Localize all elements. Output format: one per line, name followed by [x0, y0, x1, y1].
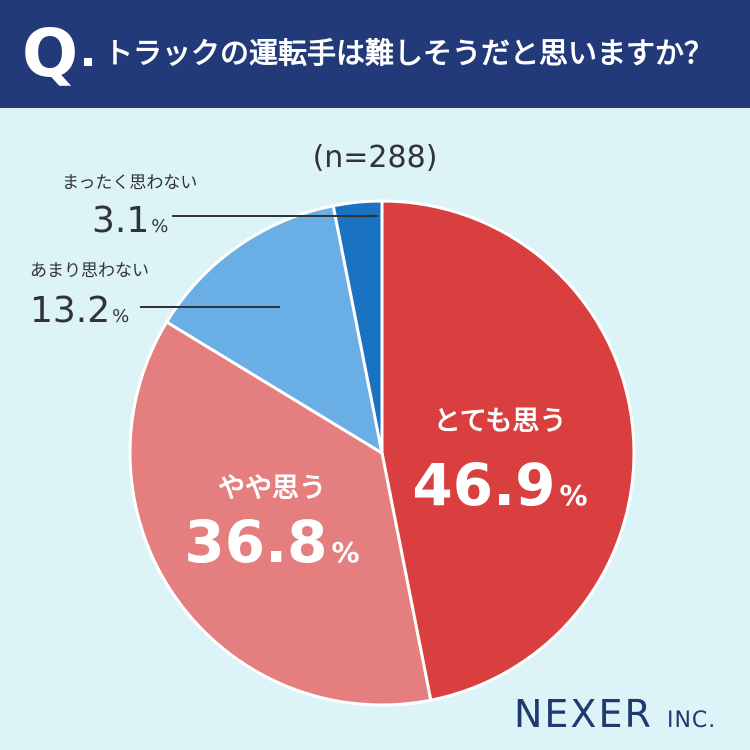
slice-value-3: 13.2%: [30, 290, 129, 331]
pie-slice-4: [331, 199, 384, 454]
pie-slice-1: [380, 199, 636, 702]
q-dot: [84, 58, 92, 66]
brand-suffix: INC.: [666, 708, 717, 733]
slice-label-2: やや思う: [218, 473, 326, 504]
question-text: トラックの運転手は難しそうだと思いますか？: [104, 36, 714, 70]
slice-label-1: とても思う: [434, 406, 567, 437]
brand-name: NEXER: [514, 692, 653, 736]
brand-logo: NEXER INC.: [514, 692, 716, 743]
pie-slice-2: [128, 319, 433, 707]
pie-labels: とても思う 46.9 % やや思う 36.8 % まったく思わない 3.1 % あまり思わない 13…: [30, 173, 588, 576]
slice-value-1: 46.9%: [412, 451, 587, 519]
slice-value-4: 3.1%: [92, 200, 168, 241]
pie-slices: [128, 199, 636, 707]
q-mark: Q: [22, 15, 79, 92]
header-bar: Q トラックの運転手は難しそうだと思いますか？: [0, 0, 750, 108]
slice-label-4: まったく思わない: [62, 173, 197, 193]
sample-size: (n=288): [312, 140, 438, 175]
slice-value-2: 36.8%: [184, 508, 359, 576]
slice-label-3: あまり思わない: [30, 261, 149, 281]
